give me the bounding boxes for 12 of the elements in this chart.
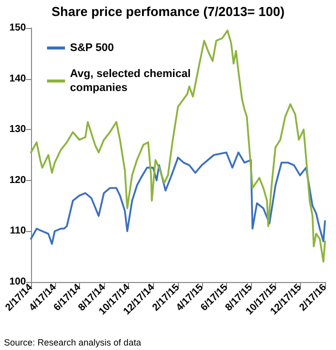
- legend-label: Avg, selected chemical companies: [70, 68, 194, 94]
- y-tick-label: 100: [9, 276, 26, 288]
- legend-label: S&P 500: [70, 42, 114, 54]
- line-series: [30, 30, 326, 263]
- source-note: Source: Research analysis of data: [4, 338, 142, 348]
- y-tick-label: 150: [9, 22, 26, 34]
- y-tick-label: 140: [9, 73, 26, 84]
- y-tick-label: 130: [9, 124, 26, 136]
- y-tick-label: 120: [9, 174, 26, 186]
- chart-title: Share price perfomance (7/2013= 100): [51, 4, 285, 19]
- line-series: [30, 152, 326, 245]
- y-tick-label: 110: [10, 226, 26, 237]
